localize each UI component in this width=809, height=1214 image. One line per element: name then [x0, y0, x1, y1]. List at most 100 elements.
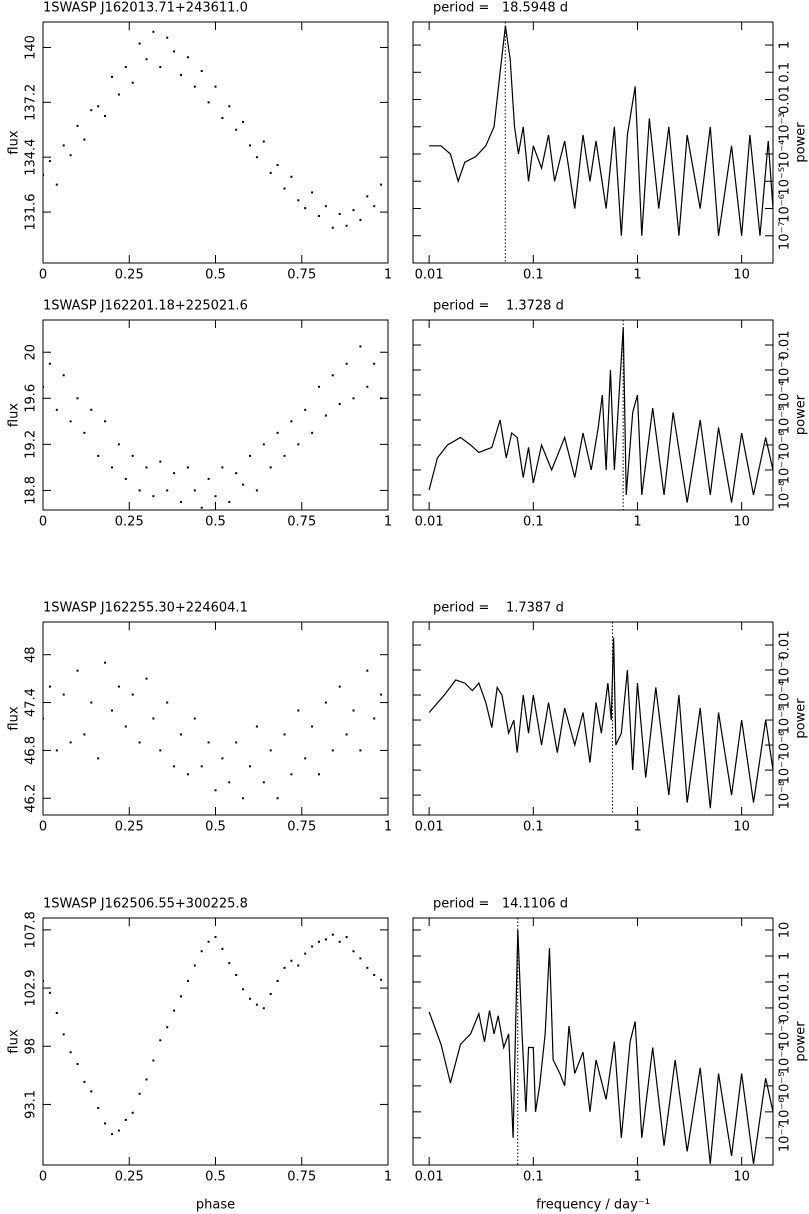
point: [290, 959, 293, 962]
point: [97, 105, 100, 108]
point: [159, 1039, 162, 1042]
x-tick-label: 0: [39, 268, 47, 283]
x-tick-label: 0.75: [287, 1170, 316, 1185]
point: [380, 397, 383, 400]
x-tick-label: 0.1: [523, 1170, 544, 1185]
point: [345, 362, 348, 365]
point: [283, 966, 286, 969]
point: [235, 741, 238, 744]
point: [207, 940, 210, 943]
point: [124, 66, 127, 69]
x-tick-label: 0.01: [415, 268, 444, 283]
point: [90, 408, 93, 411]
point: [69, 741, 72, 744]
point: [131, 1111, 134, 1114]
y-tick-label: 10⁻⁷: [778, 221, 793, 250]
point: [117, 1129, 120, 1132]
x-tick-label: 0.1: [523, 515, 544, 530]
point: [131, 693, 134, 696]
point: [297, 199, 300, 202]
periodogram-line: [429, 25, 773, 236]
point: [55, 1012, 58, 1014]
point: [331, 933, 334, 936]
point: [124, 725, 127, 728]
x-tick-label: 1: [633, 820, 641, 835]
point: [207, 741, 210, 744]
point: [111, 75, 113, 78]
point: [338, 403, 341, 406]
point: [200, 950, 203, 953]
y-tick-label: 140: [24, 35, 39, 60]
point: [180, 733, 182, 736]
y-tick-label: 20: [24, 344, 39, 361]
point: [159, 460, 162, 463]
point: [366, 195, 369, 198]
y-axis-label: flux: [7, 1029, 22, 1053]
point: [283, 454, 286, 457]
y-tick-label: 98: [24, 1038, 39, 1055]
y-axis-label: flux: [7, 403, 22, 427]
point: [311, 945, 314, 948]
y-tick-label: 10⁻³: [778, 656, 793, 685]
periodogram-line: [428, 929, 773, 1164]
point: [242, 797, 245, 800]
periodogram-line: [428, 637, 773, 809]
point: [111, 1133, 113, 1136]
point: [138, 489, 141, 492]
y-axis-label: flux: [7, 130, 22, 154]
y-tick-label: 10⁻⁷: [778, 456, 793, 485]
point: [83, 1080, 86, 1083]
point: [373, 205, 376, 208]
x-tick-label: 1: [384, 515, 392, 530]
point: [269, 171, 272, 174]
periodogram-line: [428, 327, 773, 503]
point: [193, 717, 196, 720]
y-tick-label: 131.6: [24, 193, 39, 230]
point: [104, 115, 107, 118]
y-tick-label: 48: [24, 646, 39, 663]
point: [242, 988, 245, 991]
point: [345, 733, 348, 736]
y-tick-label: 10⁻⁶: [778, 731, 793, 760]
point: [69, 1051, 72, 1054]
point: [359, 957, 362, 960]
point: [228, 962, 231, 965]
panel-title: 1SWASP J162013.71+243611.0: [43, 1, 248, 16]
point: [318, 214, 320, 217]
y-tick-label: 46.8: [24, 736, 39, 765]
y-tick-label: 10⁻⁶: [778, 1098, 793, 1127]
x-tick-label: 1: [633, 515, 641, 530]
panel: period = 14.1106 d0.01 0.1 1 1010⁻⁷10⁻⁶10⁻⁵…: [412, 897, 809, 1213]
point: [221, 117, 224, 120]
y-tick-label: 0.1: [778, 972, 793, 993]
point: [297, 443, 300, 446]
point: [159, 749, 162, 752]
x-tick-label: 0.5: [205, 268, 226, 283]
point: [359, 345, 362, 348]
y-tick-label: 10⁻⁵: [778, 167, 793, 196]
x-tick-label: 0.01: [415, 820, 444, 835]
point: [255, 156, 258, 159]
point: [255, 1003, 258, 1006]
point: [131, 454, 134, 457]
point: [166, 701, 169, 704]
y-tick-label: 10⁻³: [778, 1020, 793, 1049]
data-layer: [428, 918, 773, 1165]
data-layer: [428, 320, 773, 510]
plot-frame: [412, 319, 774, 511]
point: [76, 397, 79, 400]
panel: 1SWASP J162506.55+300225.8 0 0.25 0.5 0.75 1 9…: [7, 897, 393, 1213]
point: [152, 495, 155, 498]
y-tick-label: 10⁻⁴: [778, 681, 793, 710]
plot-frame: [42, 621, 389, 816]
panel-title: 1SWASP J162255.30+224604.1: [43, 601, 248, 616]
x-tick-label: 0.01: [415, 1170, 444, 1185]
point: [304, 952, 307, 955]
point: [262, 140, 265, 143]
point: [159, 66, 162, 69]
panel-title: period = 14.1106 d: [433, 897, 568, 912]
y-tick-label: 102.9: [24, 969, 39, 1006]
point: [62, 1033, 65, 1036]
y-tick-label: 10⁻³: [778, 356, 793, 385]
